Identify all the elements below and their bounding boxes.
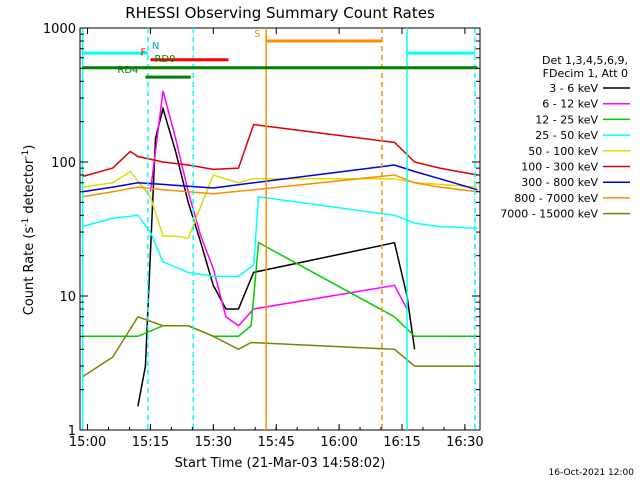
series-line — [82, 241, 478, 338]
series-line — [82, 164, 478, 193]
series-line — [137, 105, 416, 407]
legend-label: 7000 - 15000 keV — [500, 208, 598, 221]
legend-label: 12 - 25 keV — [535, 113, 598, 126]
mode-bar-label: RD4 — [117, 65, 138, 76]
y-tick-label: 100 — [51, 156, 76, 171]
series-line — [82, 315, 478, 378]
axis-layer: 15:00 15:15 15:30 15:45 16:00 16:15 16:30 1 10 10… — [43, 22, 484, 450]
mode-bar-label: S — [254, 29, 260, 40]
y-axis-label-mid: detector — [22, 158, 37, 218]
series-line — [82, 195, 478, 278]
mode-bar-label: RD0 — [154, 54, 175, 65]
chart-title: RHESSI Observing Summary Count Rates — [125, 4, 435, 22]
x-tick-label: 16:15 — [383, 435, 420, 450]
y-tick-label: 10 — [59, 290, 76, 305]
legend-header: FDecim 1, Att 0 — [543, 67, 628, 80]
legend-label: 100 - 300 keV — [521, 161, 598, 174]
y-tick-label: 1 — [68, 424, 76, 439]
x-tick-label: 15:00 — [69, 435, 106, 450]
footer-timestamp: 16-Oct-2021 12:00 — [549, 468, 635, 478]
series-line — [82, 123, 478, 178]
x-tick-label: 16:30 — [446, 435, 483, 450]
series-line — [82, 174, 478, 198]
y-axis-label: Count Rate (s-1 detector-1) — [21, 145, 37, 316]
x-axis-label: Start Time (21-Mar-03 14:58:02) — [175, 456, 386, 471]
legend-label: 25 - 50 keV — [535, 129, 598, 142]
x-tick-label: 16:00 — [320, 435, 357, 450]
legend-label: 6 - 12 keV — [542, 98, 598, 111]
legend: Det 1,3,4,5,6,9,FDecim 1, Att 0 3 - 6 keV… — [500, 54, 630, 221]
x-tick-label: 15:45 — [257, 435, 294, 450]
mode-bar-label: N — [152, 41, 159, 52]
y-axis-label-sup1: -1 — [21, 218, 31, 227]
legend-label: 300 - 800 keV — [521, 176, 598, 189]
y-axis-label-end: ) — [22, 145, 37, 150]
series-line — [82, 170, 478, 240]
x-tick-label: 15:15 — [132, 435, 169, 450]
plot-frame — [79, 27, 481, 431]
legend-label: 50 - 100 keV — [528, 145, 598, 158]
y-axis-label-sup2: -1 — [21, 150, 31, 159]
series-layer — [82, 90, 478, 407]
y-tick-label: 1000 — [43, 22, 76, 37]
legend-label: 800 - 7000 keV — [514, 192, 598, 205]
annotation-layer: N S F RD0 RD4 — [81, 28, 478, 430]
series-line — [149, 90, 408, 327]
mode-bar-label: F — [140, 48, 146, 59]
y-axis-label-main: Count Rate (s — [22, 227, 37, 316]
legend-header: Det 1,3,4,5,6,9, — [542, 54, 628, 67]
x-tick-label: 15:30 — [195, 435, 232, 450]
legend-label: 3 - 6 keV — [549, 82, 598, 95]
